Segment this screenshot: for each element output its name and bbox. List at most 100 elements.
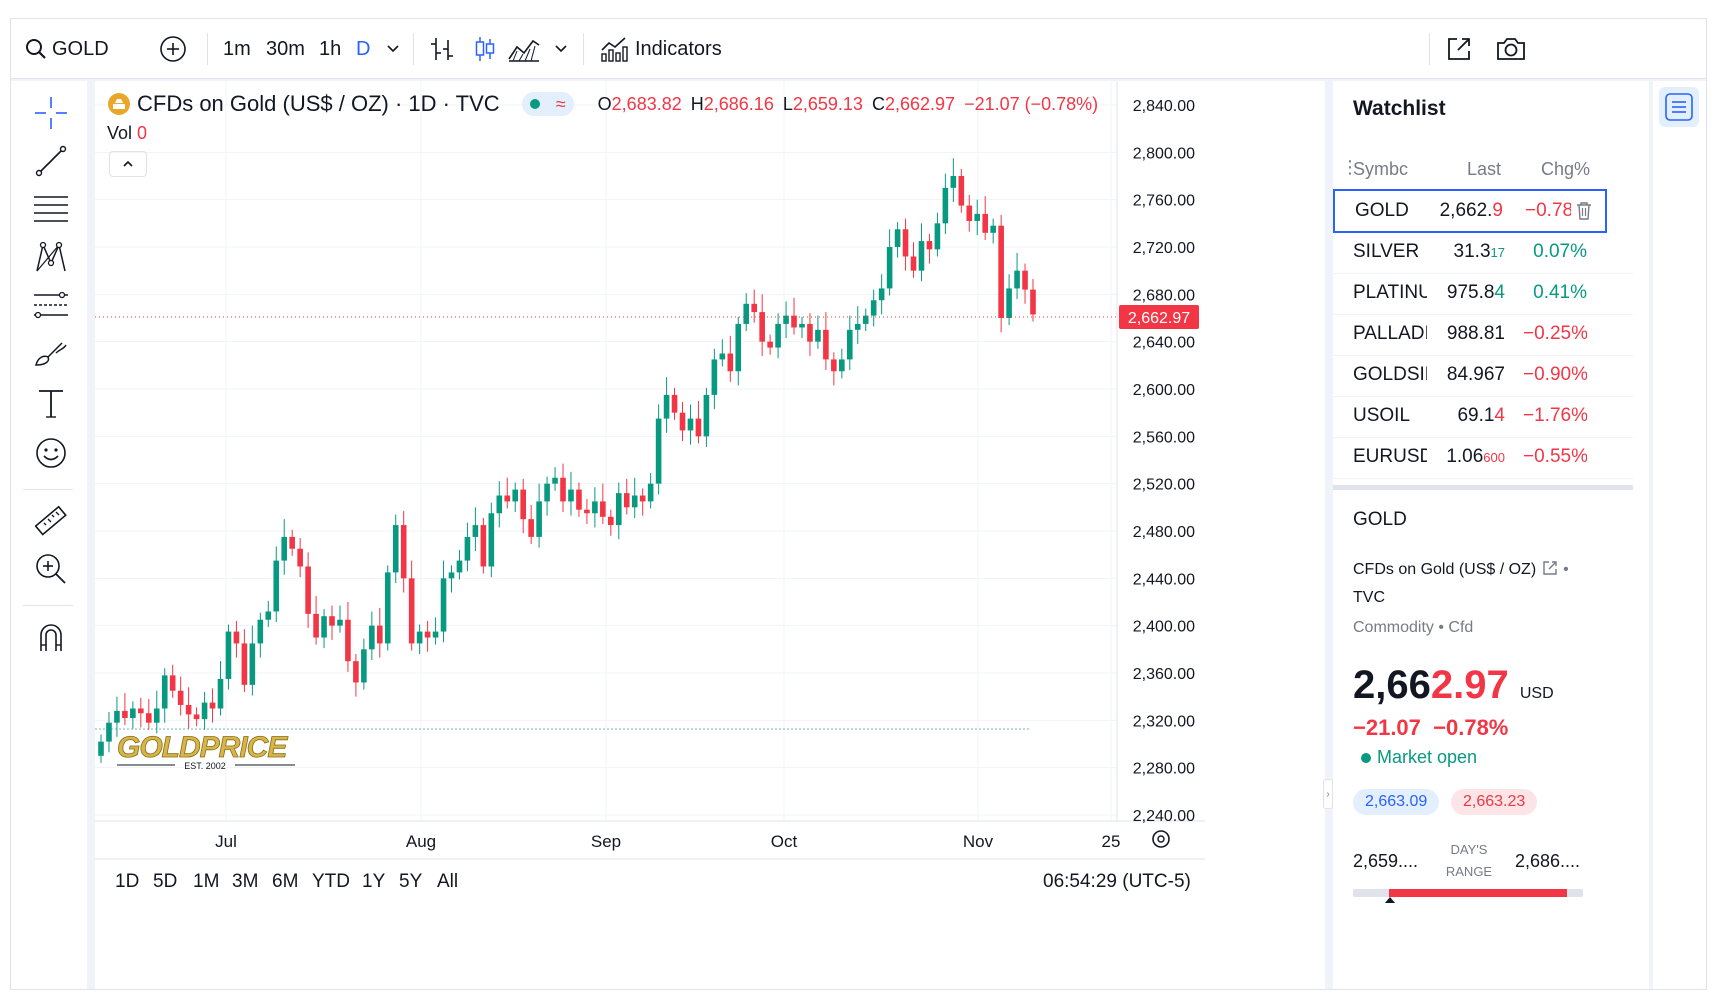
candle: [1022, 270, 1028, 290]
open-popup-button[interactable]: [1445, 19, 1473, 79]
magnet-tool[interactable]: [31, 617, 71, 657]
chart-type-button[interactable]: [473, 19, 497, 79]
chart-type-dropdown[interactable]: [553, 19, 569, 79]
col-chg[interactable]: Chg%: [1541, 159, 1591, 179]
ruler-icon: [34, 505, 67, 536]
candle: [201, 702, 208, 720]
watchlist-header: ⋮ Symbc Last Chg%: [1333, 149, 1633, 189]
period-5y[interactable]: 5Y: [399, 871, 423, 892]
collapse-legend-button[interactable]: [109, 151, 147, 177]
settings-icon[interactable]: [1152, 830, 1170, 848]
candle: [392, 525, 399, 573]
col-symbol[interactable]: Symbc: [1353, 159, 1409, 179]
candle: [345, 619, 351, 662]
trash-icon[interactable]: [1575, 201, 1593, 221]
watchlist-symbol: SILVER: [1353, 240, 1420, 262]
watchlist-row[interactable]: USOIL 69.14 −1.76%: [1333, 394, 1633, 438]
interval-1h[interactable]: 1h: [319, 37, 342, 60]
watchlist-row[interactable]: GOLDSIL 84.967 −0.90%: [1333, 353, 1633, 397]
col-last[interactable]: Last: [1467, 159, 1502, 179]
candle: [576, 489, 582, 510]
watchlist-last: 975.84: [1446, 281, 1505, 303]
watchlist-symbol: GOLDSIL: [1353, 363, 1427, 385]
pattern-tool[interactable]: [31, 237, 71, 277]
period-3m[interactable]: 3M: [232, 871, 259, 892]
candle: [488, 513, 495, 567]
period-1m[interactable]: 1M: [193, 871, 220, 892]
interval-dropdown[interactable]: [385, 19, 401, 79]
candle: [305, 566, 311, 614]
candle: [647, 483, 654, 502]
y-tick-label: 2,760.00: [1133, 193, 1195, 210]
period-ytd[interactable]: YTD: [312, 871, 350, 892]
status-dot-icon: [1361, 753, 1371, 763]
candle: [942, 187, 949, 224]
candle: [799, 323, 805, 328]
measure-tool[interactable]: [31, 501, 71, 541]
interval-30m[interactable]: 30m: [266, 37, 305, 60]
brush-tool[interactable]: [31, 333, 71, 373]
candle: [966, 205, 973, 221]
candle: [297, 548, 303, 567]
period-5d[interactable]: 5D: [153, 871, 178, 892]
crosshair-tool[interactable]: [31, 93, 71, 133]
range-pointer-icon: [1385, 897, 1395, 903]
watchlist-symbol: GOLD: [1355, 200, 1409, 221]
indicators-button[interactable]: Indicators: [599, 19, 722, 79]
watchlist-last: 84.967: [1446, 363, 1505, 385]
watchlist-toggle[interactable]: [1659, 87, 1699, 127]
bar-replay-button[interactable]: [429, 19, 455, 79]
snapshot-button[interactable]: [1495, 19, 1527, 79]
y-tick-label: 2,800.00: [1133, 145, 1195, 162]
interval-d[interactable]: D: [356, 37, 371, 60]
candle: [735, 323, 742, 372]
candle: [846, 329, 853, 360]
range-high: 2,686....: [1515, 851, 1581, 871]
watchlist-change: −1.76%: [1523, 404, 1587, 426]
watchlist-row[interactable]: PALLADI 988.81 −0.25%: [1333, 312, 1633, 356]
candle: [894, 229, 901, 247]
period-all[interactable]: All: [437, 871, 459, 892]
fib-tool[interactable]: [31, 189, 71, 229]
candle: [114, 710, 120, 723]
candle: [353, 661, 359, 683]
external-link-icon[interactable]: [1541, 559, 1559, 577]
candle: [512, 489, 519, 502]
period-1d[interactable]: 1D: [115, 871, 140, 892]
candle: [870, 300, 877, 316]
watchlist-row[interactable]: SILVER 31.317 0.07%: [1333, 230, 1633, 274]
candle: [608, 516, 614, 526]
compare-button[interactable]: [159, 19, 187, 79]
candle: [982, 213, 989, 233]
clock[interactable]: 06:54:29 (UTC-5): [1043, 871, 1191, 892]
panel-resize-handle[interactable]: ›: [1323, 779, 1333, 809]
trend-line-tool[interactable]: [31, 141, 71, 181]
period-bar: 1D 5D 1M 3M 6M YTD 1Y 5Y All: [95, 871, 1325, 911]
watchlist-panel: Watchlist ⋮ Symbc Last Chg% GOLD 2,662.9 −…: [1333, 81, 1649, 989]
emoji-tool[interactable]: [31, 433, 71, 473]
chevron-up-icon: [123, 160, 133, 167]
area-chart-button[interactable]: [507, 19, 541, 79]
approx-icon: ≈: [555, 93, 566, 114]
watchlist-row[interactable]: EURUSD 1.06600 −0.55%: [1333, 435, 1633, 479]
text-tool[interactable]: [31, 383, 71, 423]
price-chart[interactable]: 2,840.00 2,800.00 2,760.00 2,720.00 2,680.00…: [95, 81, 1325, 989]
watchlist-last: 31.317: [1453, 240, 1505, 262]
y-tick-label: 2,680.00: [1133, 287, 1195, 304]
details-type: Commodity • Cfd: [1353, 619, 1474, 636]
symbol-search[interactable]: GOLD: [25, 19, 109, 79]
period-6m[interactable]: 6M: [272, 871, 299, 892]
watchlist-symbol: USOIL: [1353, 404, 1411, 426]
period-1y[interactable]: 1Y: [362, 871, 386, 892]
candle: [998, 225, 1004, 318]
zoom-tool[interactable]: [31, 549, 71, 589]
watchlist-row[interactable]: GOLD 2,662.9 −0.78: [1333, 189, 1607, 233]
market-status-pill[interactable]: ≈: [521, 92, 574, 116]
drag-dots-icon[interactable]: ⋮: [1341, 157, 1359, 177]
range-low: 2,659....: [1353, 851, 1419, 871]
forecast-tool[interactable]: [31, 285, 71, 325]
svg-text:EST. 2002: EST. 2002: [184, 761, 226, 771]
watchlist-row[interactable]: PLATINU 975.84 0.41%: [1333, 271, 1633, 315]
interval-1m[interactable]: 1m: [223, 37, 251, 60]
candle: [687, 418, 694, 431]
